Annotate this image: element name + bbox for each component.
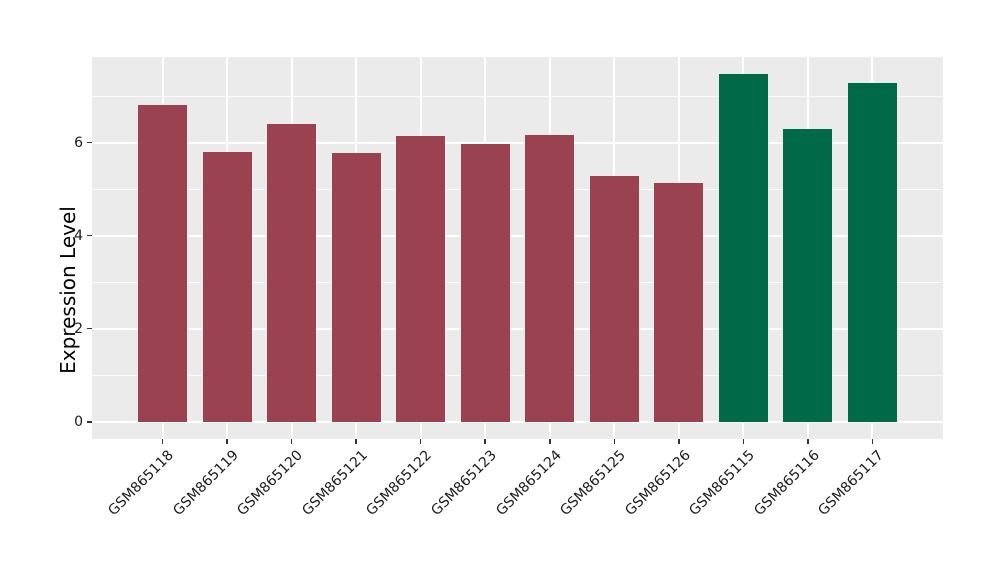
- bar-GSM865115: [718, 74, 768, 422]
- x-tick-label: GSM865119: [170, 447, 242, 519]
- bar-GSM865116: [783, 129, 833, 422]
- x-tick-mark: [549, 439, 551, 444]
- x-tick-mark: [290, 439, 293, 444]
- y-tick-label: 0: [74, 413, 83, 430]
- x-tick-mark: [807, 439, 809, 444]
- y-tick-mark: [87, 141, 92, 144]
- bar-GSM865118: [138, 104, 188, 422]
- bar-GSM865125: [589, 176, 639, 422]
- x-tick-mark: [678, 439, 680, 444]
- bar-GSM865124: [525, 135, 575, 422]
- gridline-minor-horizontal: [92, 281, 943, 283]
- gridline-major-horizontal: [92, 420, 943, 423]
- bar-GSM865119: [202, 152, 252, 422]
- gridline-minor-horizontal: [92, 95, 943, 97]
- bar-GSM865122: [396, 135, 446, 422]
- y-tick-mark: [87, 327, 92, 330]
- x-tick-mark: [871, 439, 874, 444]
- x-tick-mark: [484, 439, 486, 444]
- plot-area: [92, 57, 943, 439]
- x-tick-label: GSM865122: [363, 447, 436, 519]
- y-tick-mark: [87, 421, 92, 423]
- bar-GSM865120: [267, 124, 317, 422]
- x-tick-mark: [161, 439, 164, 444]
- x-tick-label: GSM865124: [492, 447, 565, 519]
- x-tick-label: GSM865116: [750, 447, 823, 519]
- x-tick-label: GSM865123: [428, 447, 500, 519]
- bar-GSM865117: [847, 83, 897, 422]
- x-tick-label: GSM865120: [234, 447, 307, 519]
- x-tick-label: GSM865126: [621, 447, 694, 519]
- x-tick-label: GSM865121: [299, 447, 371, 519]
- gridline-major-horizontal: [92, 234, 943, 237]
- y-tick-label: 2: [74, 320, 83, 337]
- y-tick-label: 4: [74, 227, 83, 244]
- gridline-minor-horizontal: [92, 188, 943, 190]
- y-tick-label: 6: [74, 134, 83, 151]
- x-tick-mark: [419, 439, 422, 444]
- y-tick-mark: [87, 234, 92, 237]
- gridline-major-horizontal: [92, 327, 943, 330]
- bar-GSM865126: [654, 183, 704, 422]
- x-tick-mark: [613, 439, 616, 444]
- x-tick-mark: [355, 439, 357, 444]
- gridline-major-horizontal: [92, 141, 943, 144]
- x-tick-mark: [742, 439, 745, 444]
- x-tick-label: GSM865117: [815, 447, 887, 519]
- gridline-minor-horizontal: [92, 374, 943, 376]
- bar-GSM865121: [331, 153, 381, 422]
- x-tick-label: GSM865125: [557, 447, 629, 519]
- bar-GSM865123: [460, 143, 510, 422]
- x-tick-mark: [226, 439, 228, 444]
- x-tick-label: GSM865118: [105, 447, 178, 519]
- x-tick-label: GSM865115: [686, 447, 758, 519]
